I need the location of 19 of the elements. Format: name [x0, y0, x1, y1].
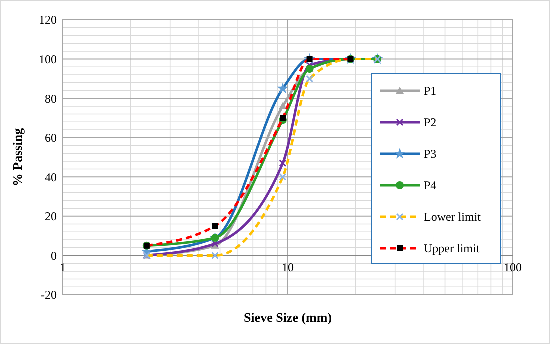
- y-tick-label: -20: [41, 288, 57, 302]
- y-tick-label: 40: [45, 170, 57, 184]
- x-axis-title: Sieve Size (mm): [244, 310, 332, 325]
- legend-label: Upper limit: [424, 242, 480, 256]
- y-tick-label: 60: [45, 131, 57, 146]
- y-tick-label: 80: [45, 92, 57, 106]
- x-tick-label: 100: [504, 260, 522, 275]
- legend-label: P2: [424, 116, 437, 130]
- legend-label: Lower limit: [424, 210, 482, 224]
- legend-label: P3: [424, 147, 437, 162]
- y-tick-label: 100: [39, 52, 57, 66]
- y-axis-title: % Passing: [10, 128, 25, 187]
- legend-label: P4: [424, 178, 437, 193]
- y-tick-label: 120: [39, 13, 57, 28]
- x-tick-label: 10: [282, 260, 294, 275]
- legend-label: P1: [424, 84, 437, 98]
- y-tick-label: 20: [45, 210, 57, 224]
- x-tick-label: 1: [60, 260, 66, 275]
- y-tick-label: 0: [51, 248, 57, 263]
